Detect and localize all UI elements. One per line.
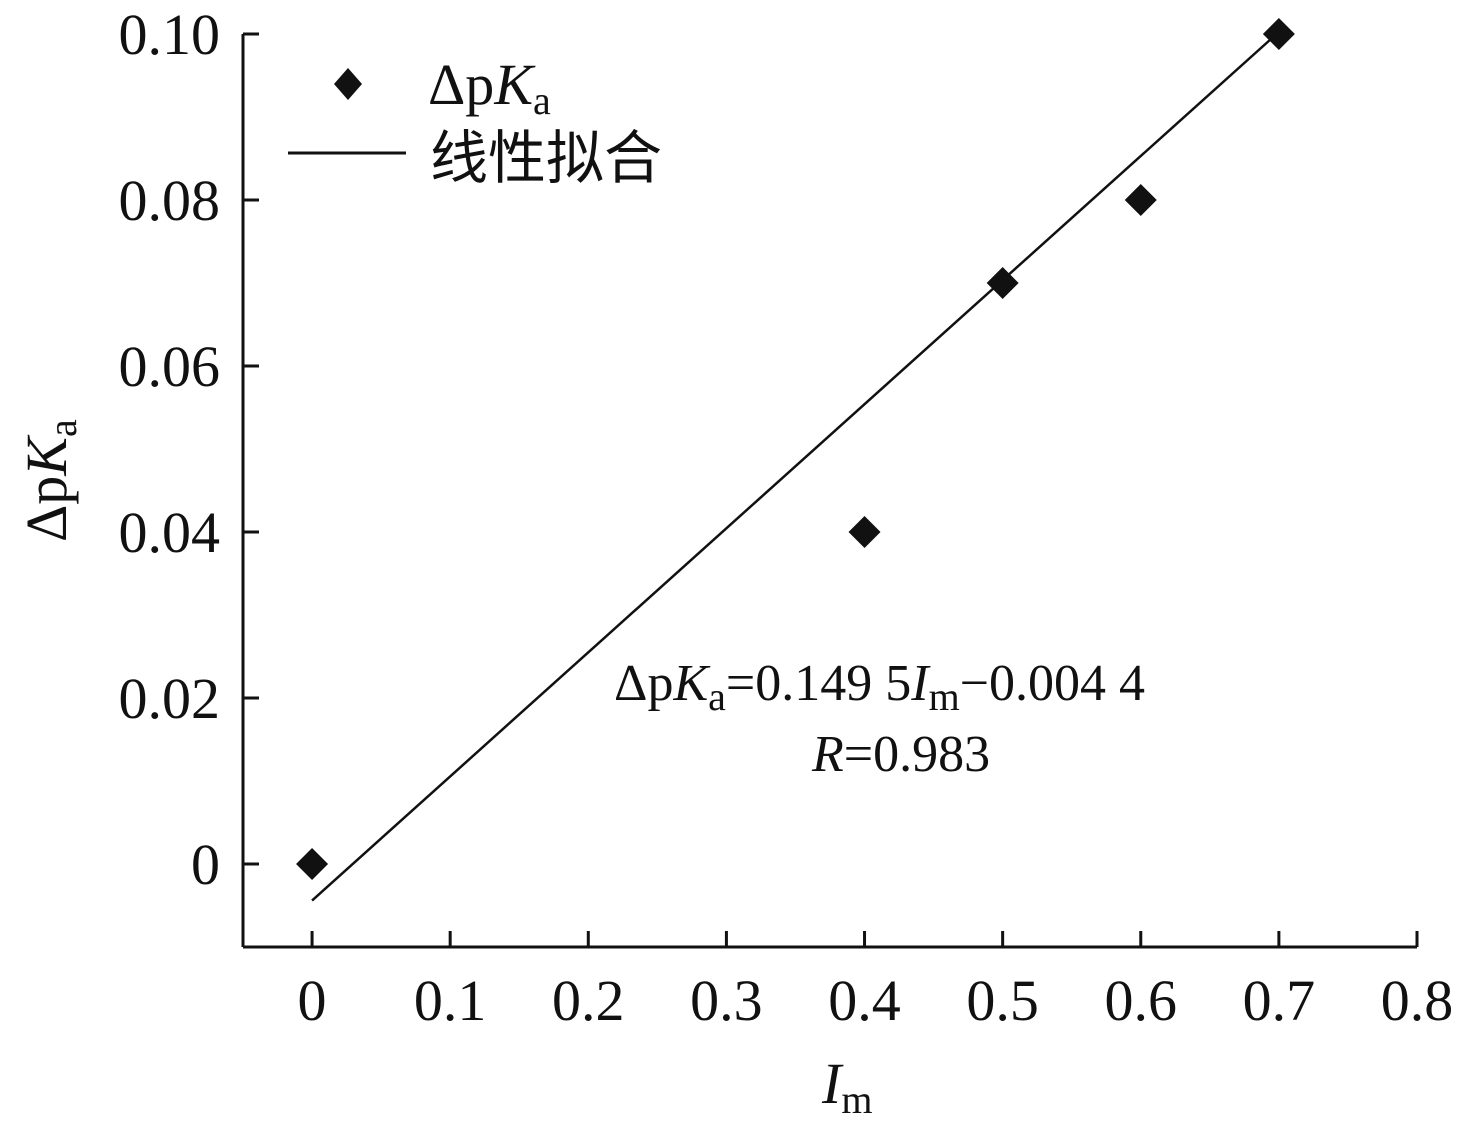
data-point	[1124, 184, 1157, 216]
data-point	[986, 267, 1019, 299]
fit-line	[311, 30, 1280, 902]
data-point	[1262, 18, 1295, 50]
y-tick-label: 0.10	[119, 2, 221, 67]
x-tick-label: 0.4	[828, 968, 901, 1033]
legend-marker-diamond	[334, 68, 362, 100]
y-axis-label: ΔpKa	[14, 419, 85, 542]
fit-r-value: R=0.983	[811, 726, 990, 783]
axes	[241, 34, 1417, 949]
y-ticks: 0 0.02 0.04 0.06 0.08 0.10	[119, 2, 259, 897]
legend-label-scatter: ΔpKa	[428, 52, 551, 123]
y-tick-label: 0.08	[119, 168, 221, 233]
x-ticks: 0 0.1 0.2 0.3 0.4 0.5 0.6 0.7 0.8	[298, 931, 1454, 1033]
x-tick-label: 0.2	[552, 968, 625, 1033]
x-tick-label: 0.6	[1105, 968, 1178, 1033]
x-tick-label: 0.3	[690, 968, 763, 1033]
y-tick-label: 0.02	[119, 666, 221, 731]
data-point	[848, 516, 881, 548]
legend-label-line: 线性拟合	[430, 126, 662, 191]
x-tick-label: 0.1	[414, 968, 487, 1033]
y-tick-label: 0.06	[119, 334, 221, 399]
x-tick-label: 0	[298, 968, 327, 1033]
legend: ΔpKa 线性拟合	[288, 52, 662, 191]
data-point	[296, 848, 329, 880]
x-axis-label: Im	[821, 1051, 872, 1122]
y-tick-label: 0.04	[119, 500, 221, 565]
y-tick-label: 0	[191, 832, 220, 897]
fit-equation: ΔpKa=0.149 5Im−0.004 4	[614, 655, 1145, 719]
x-tick-label: 0.5	[966, 968, 1039, 1033]
x-tick-label: 0.8	[1381, 968, 1454, 1033]
data-points	[296, 18, 1295, 880]
x-tick-label: 0.7	[1243, 968, 1316, 1033]
